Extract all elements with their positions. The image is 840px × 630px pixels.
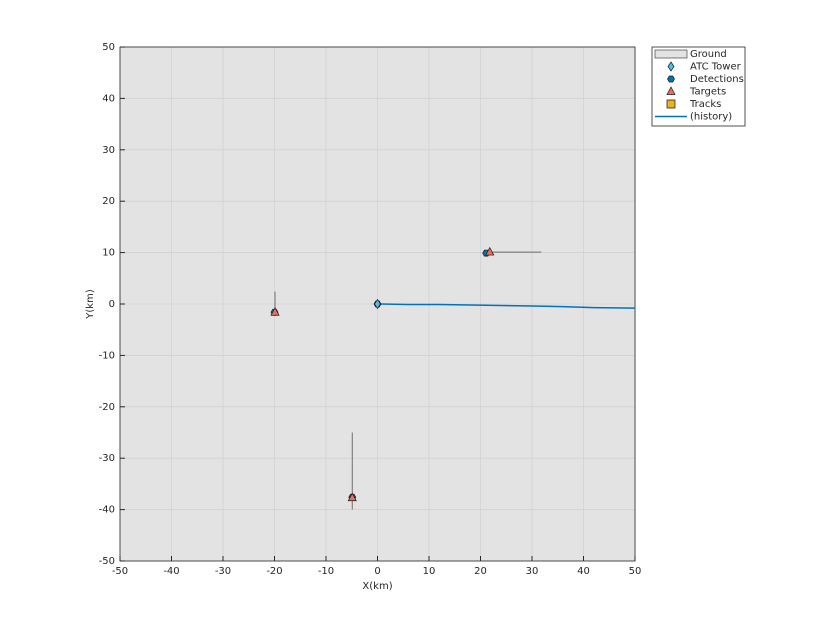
- legend-swatch: [654, 49, 688, 59]
- marker: [270, 306, 280, 316]
- y-tick-label: -40: [99, 505, 115, 516]
- marker: [374, 298, 381, 310]
- legend-label: Ground: [690, 49, 727, 60]
- x-tick-label: -40: [163, 566, 179, 577]
- legend-label: (history): [690, 112, 732, 123]
- legend-label: Detections: [690, 74, 744, 85]
- y-tick-label: 30: [102, 145, 115, 156]
- legend-label: Tracks: [689, 99, 721, 110]
- y-tick-label: -50: [99, 556, 115, 567]
- x-tick-label: -50: [112, 566, 128, 577]
- x-tick-label: -20: [266, 566, 282, 577]
- legend-swatch: [667, 61, 675, 72]
- x-tick-label: 30: [526, 566, 539, 577]
- legend-swatch: [666, 86, 676, 95]
- x-tick-label: 20: [474, 566, 487, 577]
- y-tick-label: -30: [99, 453, 115, 464]
- y-tick-label: 20: [102, 196, 115, 207]
- y-tick-label: 50: [102, 42, 115, 53]
- x-axis-label: X(km): [362, 581, 392, 592]
- x-tick-label: 0: [374, 566, 380, 577]
- marker: [347, 492, 357, 502]
- y-tick-label: 40: [102, 93, 115, 104]
- x-tick-label: 50: [629, 566, 642, 577]
- axes-box: [119, 46, 636, 562]
- x-tick-label: -10: [318, 566, 334, 577]
- x-tick-label: 10: [423, 566, 436, 577]
- y-axis-label: Y(km): [85, 289, 96, 320]
- marker: [485, 246, 495, 256]
- legend-label: ATC Tower: [690, 62, 742, 73]
- x-tick-label: 40: [577, 566, 590, 577]
- legend-swatch: [666, 99, 676, 109]
- legend-swatch: [667, 75, 675, 83]
- legend-label: Targets: [689, 87, 726, 98]
- y-tick-label: -10: [99, 350, 115, 361]
- y-tick-label: -20: [99, 402, 115, 413]
- y-tick-label: 10: [102, 248, 115, 259]
- y-tick-label: 0: [109, 299, 115, 310]
- x-tick-label: -30: [215, 566, 231, 577]
- legend-box: [651, 46, 746, 127]
- history-line: [377, 303, 636, 309]
